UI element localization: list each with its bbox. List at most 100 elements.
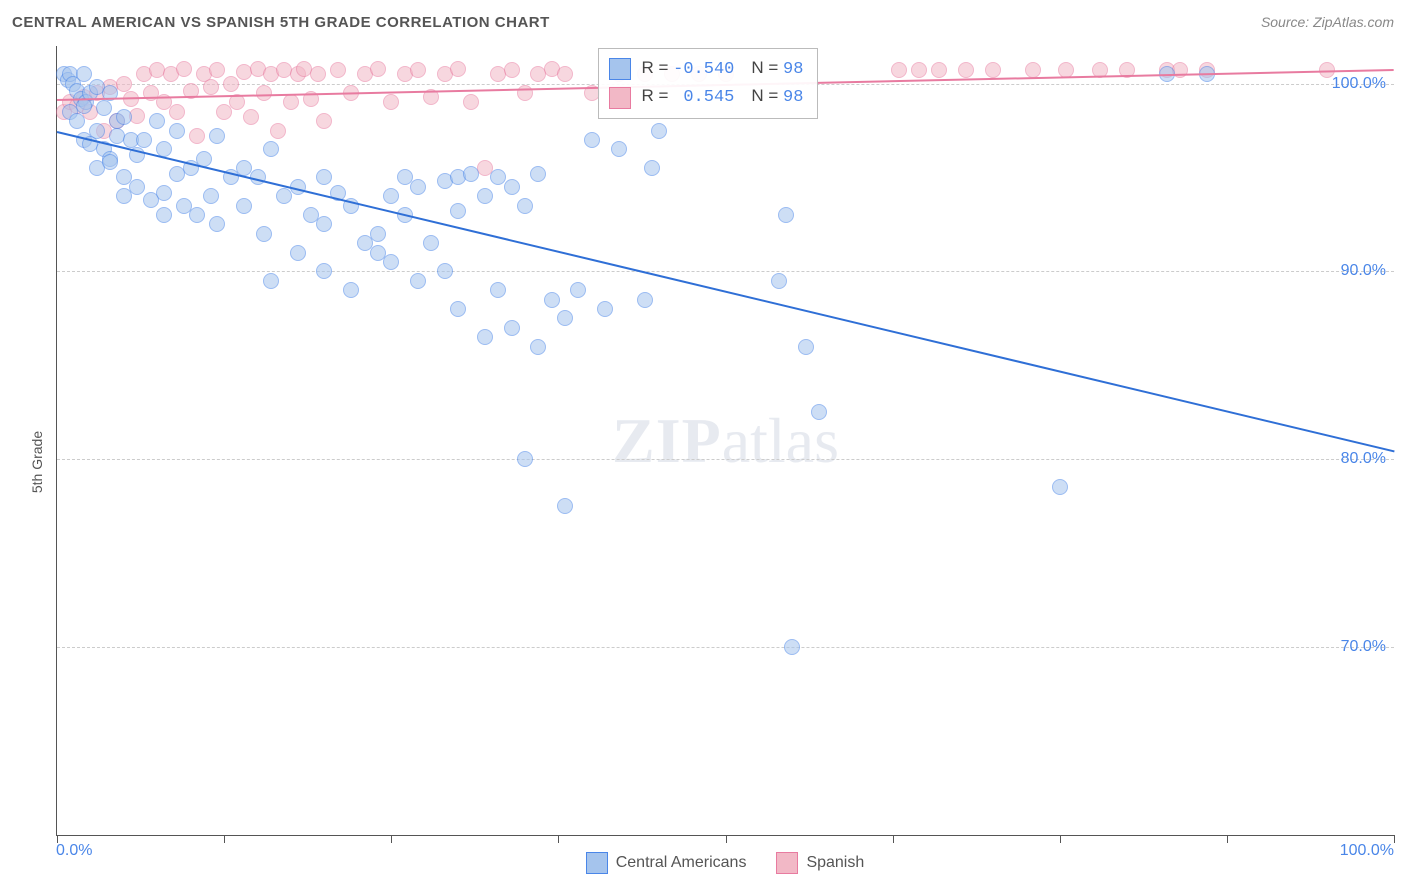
- data-point: [209, 128, 225, 144]
- data-point: [89, 123, 105, 139]
- legend-item: Spanish: [776, 852, 864, 874]
- y-tick-label: 80.0%: [1341, 450, 1386, 468]
- data-point: [450, 203, 466, 219]
- data-point: [116, 109, 132, 125]
- x-tick-label: 0.0%: [56, 842, 92, 860]
- data-point: [811, 404, 827, 420]
- data-point: [383, 254, 399, 270]
- data-point: [316, 169, 332, 185]
- data-point: [517, 451, 533, 467]
- legend-swatch: [609, 58, 631, 80]
- data-point: [611, 141, 627, 157]
- data-point: [463, 166, 479, 182]
- data-point: [283, 94, 299, 110]
- source-prefix: Source:: [1261, 14, 1313, 30]
- data-point: [330, 62, 346, 78]
- data-point: [223, 76, 239, 92]
- y-tick-label: 70.0%: [1341, 638, 1386, 656]
- data-point: [504, 179, 520, 195]
- watermark-bold: ZIP: [612, 405, 722, 476]
- data-point: [530, 339, 546, 355]
- correlation-stats-box: R = -0.540 N = 98R = 0.545 N = 98: [598, 48, 818, 119]
- plot-region: ZIPatlas 100.0%90.0%80.0%70.0%R = -0.540…: [56, 46, 1394, 836]
- chart-header: CENTRAL AMERICAN VS SPANISH 5TH GRADE CO…: [12, 8, 1394, 36]
- chart-title: CENTRAL AMERICAN VS SPANISH 5TH GRADE CO…: [12, 14, 550, 31]
- data-point: [584, 132, 600, 148]
- gridline: [57, 459, 1394, 460]
- data-point: [263, 141, 279, 157]
- data-point: [76, 66, 92, 82]
- chart-area: 5th Grade ZIPatlas 100.0% 90.0% 80.0% 70.0%…: [12, 46, 1394, 878]
- data-point: [189, 128, 205, 144]
- data-point: [316, 113, 332, 129]
- legend-swatch: [586, 852, 608, 874]
- data-point: [450, 61, 466, 77]
- trend-line: [57, 131, 1394, 452]
- data-point: [651, 123, 667, 139]
- data-point: [256, 226, 272, 242]
- source-link[interactable]: ZipAtlas.com: [1313, 14, 1394, 30]
- data-point: [504, 320, 520, 336]
- data-point: [410, 62, 426, 78]
- data-point: [490, 282, 506, 298]
- data-point: [116, 76, 132, 92]
- x-tick: [1394, 835, 1395, 843]
- legend-label: Spanish: [806, 854, 864, 872]
- gridline: [57, 647, 1394, 648]
- data-point: [69, 113, 85, 129]
- data-point: [96, 100, 112, 116]
- stats-row: R = -0.540 N = 98: [609, 55, 803, 83]
- x-axis-area: Central Americans Spanish 0.0% 100.0%: [56, 836, 1394, 878]
- data-point: [597, 301, 613, 317]
- data-point: [570, 282, 586, 298]
- data-point: [383, 188, 399, 204]
- data-point: [450, 301, 466, 317]
- data-point: [410, 273, 426, 289]
- data-point: [911, 62, 927, 78]
- data-point: [149, 113, 165, 129]
- data-point: [156, 207, 172, 223]
- legend-item: Central Americans: [586, 852, 747, 874]
- data-point: [1052, 479, 1068, 495]
- data-point: [798, 339, 814, 355]
- data-point: [156, 185, 172, 201]
- legend-swatch: [776, 852, 798, 874]
- data-point: [637, 292, 653, 308]
- gridline: [57, 271, 1394, 272]
- y-axis-label: 5th Grade: [29, 431, 45, 493]
- data-point: [423, 235, 439, 251]
- data-point: [236, 198, 252, 214]
- series-legend: Central Americans Spanish: [56, 852, 1394, 874]
- data-point: [136, 132, 152, 148]
- stats-text: R = -0.540 N = 98: [641, 55, 803, 83]
- data-point: [102, 154, 118, 170]
- watermark: ZIPatlas: [612, 404, 839, 478]
- source-attribution: Source: ZipAtlas.com: [1261, 14, 1394, 30]
- data-point: [557, 498, 573, 514]
- data-point: [891, 62, 907, 78]
- x-tick-label: 100.0%: [1340, 842, 1394, 860]
- data-point: [958, 62, 974, 78]
- data-point: [129, 179, 145, 195]
- data-point: [784, 639, 800, 655]
- stats-row: R = 0.545 N = 98: [609, 83, 803, 111]
- data-point: [203, 188, 219, 204]
- y-tick-label: 90.0%: [1341, 262, 1386, 280]
- data-point: [557, 310, 573, 326]
- data-point: [644, 160, 660, 176]
- data-point: [463, 94, 479, 110]
- data-point: [771, 273, 787, 289]
- data-point: [544, 292, 560, 308]
- data-point: [263, 273, 279, 289]
- data-point: [370, 226, 386, 242]
- data-point: [437, 263, 453, 279]
- data-point: [209, 216, 225, 232]
- data-point: [931, 62, 947, 78]
- legend-label: Central Americans: [616, 854, 747, 872]
- data-point: [290, 245, 306, 261]
- data-point: [530, 166, 546, 182]
- data-point: [270, 123, 286, 139]
- data-point: [256, 85, 272, 101]
- data-point: [517, 198, 533, 214]
- data-point: [985, 62, 1001, 78]
